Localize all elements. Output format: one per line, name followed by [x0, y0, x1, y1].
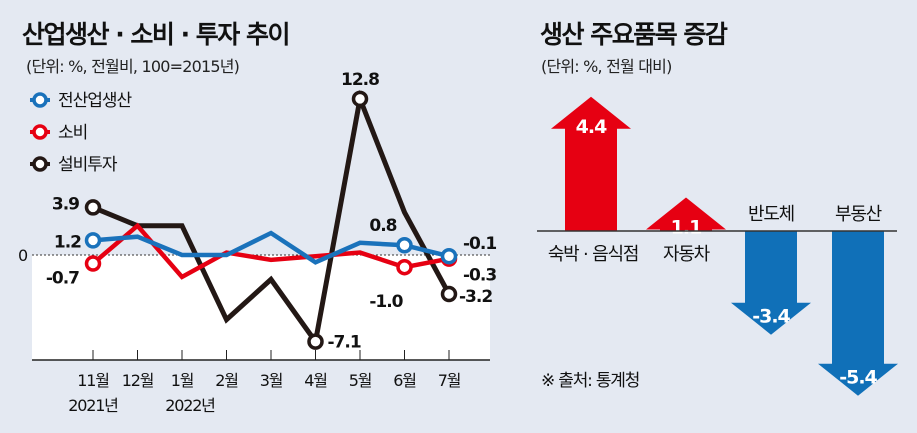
legend-marker	[32, 156, 48, 172]
x-tick-label: 6월	[393, 371, 416, 390]
line-chart-subtitle: (단위: %, 전월비, 100=2015년)	[26, 57, 239, 76]
x-tick-label: 1월	[171, 371, 194, 390]
legend-marker	[32, 124, 48, 140]
year-label: 2021년	[68, 396, 118, 415]
data-label: -0.3	[463, 266, 496, 286]
data-label: -1.0	[369, 292, 403, 312]
data-point	[440, 247, 458, 265]
x-tick-label: 12월	[122, 371, 154, 390]
series-line-설비투자	[92, 89, 452, 348]
arrow-value-label: 4.4	[576, 116, 607, 138]
category-label: 숙박 · 음식점	[548, 244, 638, 265]
arrows: 4.4 숙박 · 음식점 1.1 자동차 -3.4 반도체 -5.4 부동산	[548, 96, 898, 396]
zero-label: 0	[18, 246, 28, 265]
category-label: 반도체	[748, 204, 794, 225]
data-label: 12.8	[341, 70, 379, 90]
data-label: -7.1	[328, 333, 361, 353]
data-label: 1.2	[54, 232, 81, 252]
data-label: 0.8	[369, 216, 396, 236]
legend-label: 전산업생산	[58, 91, 133, 111]
source-note: ※ 출처: 통계청	[541, 371, 639, 391]
series-lines	[84, 89, 458, 350]
data-point	[396, 236, 413, 254]
data-label: -0.1	[463, 234, 496, 254]
x-tick-label: 5월	[349, 371, 372, 390]
arrow-up	[646, 197, 726, 231]
bar-chart-title: 생산 주요품목 증감	[540, 20, 728, 49]
data-point	[440, 285, 458, 303]
arrow-down	[731, 231, 811, 335]
series-line-전산업생산	[92, 230, 450, 265]
data-labels: 3.9 -7.1 12.8 -3.2 -0.7 -1.0 -0.3 1.2 0.8 -0.1	[46, 70, 498, 353]
x-tick-label: 4월	[304, 371, 327, 390]
data-label: -0.7	[46, 269, 79, 289]
category-label: 부동산	[835, 204, 882, 225]
category-label: 자동차	[663, 244, 711, 265]
legend-marker	[32, 92, 48, 108]
data-label: 3.9	[52, 194, 79, 214]
bar-chart-subtitle: (단위: %, 전월 대비)	[541, 57, 672, 76]
year-label: 2022년	[165, 396, 215, 415]
data-point	[307, 333, 324, 350]
data-point	[84, 232, 102, 249]
x-tick-label: 3월	[260, 371, 283, 390]
negative-region	[32, 255, 490, 360]
arrow-value-label: -5.4	[839, 367, 877, 389]
arrow-value-label: -3.4	[752, 306, 790, 328]
data-point	[396, 258, 413, 276]
data-point	[84, 199, 102, 216]
x-tick-label: 2월	[215, 371, 238, 390]
line-chart-title: 산업생산 · 소비 · 투자 추이	[22, 20, 289, 49]
arrow-value-label: 1.1	[671, 216, 702, 238]
data-point	[351, 90, 369, 108]
legend-label: 설비투자	[58, 155, 118, 175]
x-tick-label: 11월	[77, 371, 109, 390]
data-point	[84, 255, 102, 272]
x-tick-label: 7월	[438, 371, 461, 390]
data-label: -3.2	[459, 287, 492, 307]
arrow-down	[818, 231, 898, 396]
arrow-up	[551, 96, 631, 231]
legend-label: 소비	[58, 123, 87, 143]
